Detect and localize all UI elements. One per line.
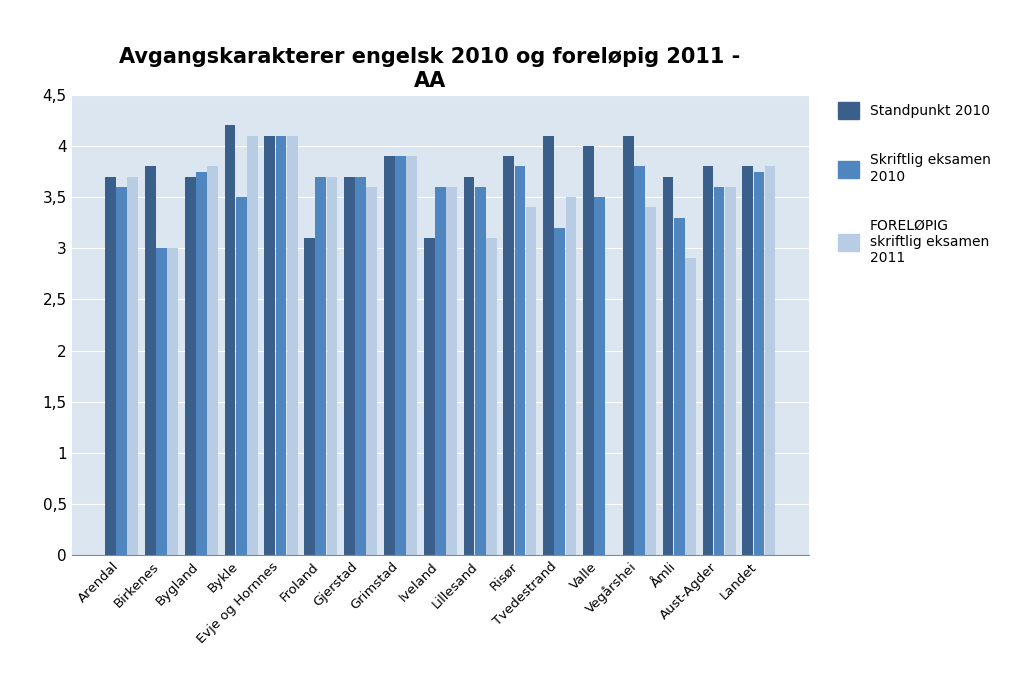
Bar	[424, 238, 434, 555]
Bar	[623, 135, 634, 555]
Bar	[475, 187, 485, 555]
Bar	[634, 167, 645, 555]
Bar	[754, 171, 764, 555]
Bar	[714, 187, 724, 555]
Bar	[304, 238, 315, 555]
Bar	[185, 177, 196, 555]
Bar	[355, 177, 366, 555]
Bar	[117, 187, 127, 555]
Bar	[742, 167, 753, 555]
Bar	[645, 207, 656, 555]
Bar	[167, 248, 178, 555]
Bar	[145, 167, 156, 555]
Bar	[327, 177, 337, 555]
Bar	[384, 156, 394, 555]
Bar	[224, 125, 236, 555]
Bar	[315, 177, 327, 555]
Bar	[583, 146, 594, 555]
Legend: Standpunkt 2010, Skriftlig eksamen
2010, FORELØPIG
skriftlig eksamen
2011: Standpunkt 2010, Skriftlig eksamen 2010,…	[838, 102, 991, 265]
Bar	[464, 177, 474, 555]
Bar	[264, 135, 275, 555]
Bar	[344, 177, 355, 555]
Bar	[247, 135, 258, 555]
Bar	[157, 248, 167, 555]
Bar	[515, 167, 525, 555]
Bar	[196, 171, 207, 555]
Bar	[702, 167, 714, 555]
Bar	[275, 135, 287, 555]
Bar	[565, 197, 577, 555]
Bar	[685, 259, 695, 555]
Bar	[407, 156, 417, 555]
Bar	[435, 187, 445, 555]
Bar	[128, 177, 138, 555]
Bar	[725, 187, 735, 555]
Bar	[544, 135, 554, 555]
Bar	[367, 187, 377, 555]
Bar	[105, 177, 116, 555]
Bar	[236, 197, 247, 555]
Bar	[207, 167, 218, 555]
Bar	[674, 217, 685, 555]
Bar	[504, 156, 514, 555]
Bar	[486, 238, 497, 555]
Bar	[554, 227, 565, 555]
Bar	[287, 135, 298, 555]
Bar	[765, 167, 775, 555]
Bar	[594, 197, 605, 555]
Bar	[525, 207, 537, 555]
Bar	[663, 177, 674, 555]
Bar	[395, 156, 406, 555]
Bar	[446, 187, 457, 555]
Text: Avgangskarakterer engelsk 2010 og foreløpig 2011 -
AA: Avgangskarakterer engelsk 2010 og forelø…	[120, 47, 740, 91]
